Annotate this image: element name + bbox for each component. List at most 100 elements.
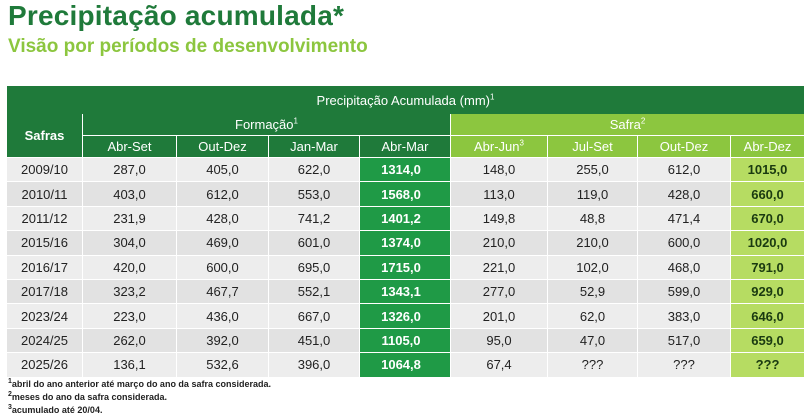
value-cell: 622,0 [268, 157, 359, 182]
table-row: 2017/18 323,2 467,7 552,1 1343,1 277,0 52,9 599… [7, 278, 804, 304]
total-formacao-cell: 1314,0 [359, 157, 450, 182]
safra-sup: 2 [640, 116, 646, 126]
value-cell: 612,0 [637, 157, 730, 182]
value-cell: 221,0 [450, 254, 547, 279]
table-main-unit: (mm) [459, 92, 490, 108]
value-cell: 262,0 [82, 327, 176, 353]
value-cell: 255,0 [547, 157, 637, 182]
total-formacao-cell: 1105,0 [359, 327, 450, 353]
total-safra-cell: 660,0 [730, 181, 804, 206]
footnote-sup: 3 [8, 404, 12, 411]
column-header: Abr-Mar [359, 136, 450, 157]
value-cell: 304,0 [82, 230, 176, 255]
value-cell: 420,0 [82, 254, 176, 279]
total-formacao-cell: 1715,0 [359, 254, 450, 279]
column-header: Abr-Jun3 [450, 136, 547, 157]
value-cell: 517,0 [637, 327, 730, 353]
total-safra-cell: 791,0 [730, 254, 804, 279]
precipitation-table: Precipitação Acumulada (mm)1 Safras Form… [7, 86, 804, 377]
footnote-text: meses do ano da safra considerada. [11, 392, 167, 402]
total-safra-cell: 929,0 [730, 278, 804, 304]
total-safra-cell: 1020,0 [730, 230, 804, 255]
value-cell: 467,7 [176, 278, 268, 304]
footnote: 3acumulado até 20/04. [8, 404, 271, 417]
value-cell: ??? [547, 352, 637, 377]
footnote-sup: 1 [8, 378, 12, 385]
value-cell: 403,0 [82, 181, 176, 206]
table-row: 2009/10 287,0 405,0 622,0 1314,0 148,0 255,0 61… [7, 157, 804, 182]
total-safra-cell: 646,0 [730, 303, 804, 328]
value-cell: 405,0 [176, 157, 268, 182]
value-cell: 612,0 [176, 181, 268, 206]
value-cell: 52,9 [547, 278, 637, 304]
value-cell: 471,4 [637, 205, 730, 231]
value-cell: 67,4 [450, 352, 547, 377]
table-body: 2009/10 287,0 405,0 622,0 1314,0 148,0 255,0 61… [7, 157, 804, 377]
column-header: Jan-Mar [268, 136, 359, 157]
safra-cell: 2024/25 [7, 327, 82, 353]
value-cell: 47,0 [547, 327, 637, 353]
value-cell: 741,2 [268, 205, 359, 231]
column-header-safras: Safras [7, 114, 82, 157]
total-formacao-cell: 1343,1 [359, 278, 450, 304]
column-header-label: Abr-Jun [474, 139, 520, 154]
value-cell: 102,0 [547, 254, 637, 279]
value-cell: 451,0 [268, 327, 359, 353]
column-header: Out-Dez [176, 136, 268, 157]
total-safra-cell: ??? [730, 352, 804, 377]
total-formacao-cell: 1374,0 [359, 230, 450, 255]
table-row: 2025/26 136,1 532,6 396,0 1064,8 67,4????????… [7, 352, 804, 377]
safra-cell: 2010/11 [7, 181, 82, 206]
value-cell: 552,1 [268, 278, 359, 304]
safra-cell: 2015/16 [7, 230, 82, 255]
value-cell: 599,0 [637, 278, 730, 304]
value-cell: 119,0 [547, 181, 637, 206]
value-cell: 600,0 [637, 230, 730, 255]
safra-cell: 2017/18 [7, 278, 82, 304]
value-cell: 469,0 [176, 230, 268, 255]
total-safra-cell: 1015,0 [730, 157, 804, 182]
value-cell: 48,8 [547, 205, 637, 231]
value-cell: 113,0 [450, 181, 547, 206]
value-cell: 95,0 [450, 327, 547, 353]
value-cell: 383,0 [637, 303, 730, 328]
footnote-sup: 2 [8, 391, 12, 398]
value-cell: 62,0 [547, 303, 637, 328]
group-header-formacao: Formação1 [82, 114, 450, 136]
value-cell: 277,0 [450, 278, 547, 304]
column-header: Abr-Set [82, 136, 176, 157]
formacao-sup: 1 [293, 116, 298, 126]
value-cell: 532,6 [176, 352, 268, 377]
safra-cell: 2025/26 [7, 352, 82, 377]
total-formacao-cell: 1326,0 [359, 303, 450, 328]
value-cell: 695,0 [268, 254, 359, 279]
value-cell: 436,0 [176, 303, 268, 328]
total-safra-cell: 670,0 [730, 205, 804, 231]
total-safra-cell: 659,0 [730, 327, 804, 353]
column-header-sup: 3 [519, 138, 524, 148]
value-cell: 149,8 [450, 205, 547, 231]
total-formacao-cell: 1568,0 [359, 181, 450, 206]
value-cell: 201,0 [450, 303, 547, 328]
value-cell: 468,0 [637, 254, 730, 279]
safra-cell: 2016/17 [7, 254, 82, 279]
column-header: Out-Dez [637, 136, 730, 157]
footnote: 1abril do ano anterior até março do ano … [8, 378, 271, 391]
value-cell: 287,0 [82, 157, 176, 182]
value-cell: 148,0 [450, 157, 547, 182]
value-cell: 323,2 [82, 278, 176, 304]
safra-cell: 2023/24 [7, 303, 82, 328]
total-formacao-cell: 1401,2 [359, 205, 450, 231]
table-row: 2015/16 304,0 469,0 601,0 1374,0 210,0 210,0 60… [7, 230, 804, 255]
column-header: Jul-Set [547, 136, 637, 157]
value-cell: 428,0 [637, 181, 730, 206]
column-header: Abr-Dez [730, 136, 804, 157]
value-cell: 210,0 [547, 230, 637, 255]
table-row: 2023/24 223,0 436,0 667,0 1326,0 201,0 62,0 383… [7, 303, 804, 328]
table-row: 2016/17 420,0 600,0 695,0 1715,0 221,0 102,0 46… [7, 254, 804, 279]
footnote-text: acumulado até 20/04. [11, 405, 103, 415]
table-main-header: Precipitação Acumulada (mm)1 [7, 86, 804, 114]
value-cell: 136,1 [82, 352, 176, 377]
safra-cell: 2009/10 [7, 157, 82, 182]
footnotes: 1abril do ano anterior até março do ano … [8, 378, 271, 417]
